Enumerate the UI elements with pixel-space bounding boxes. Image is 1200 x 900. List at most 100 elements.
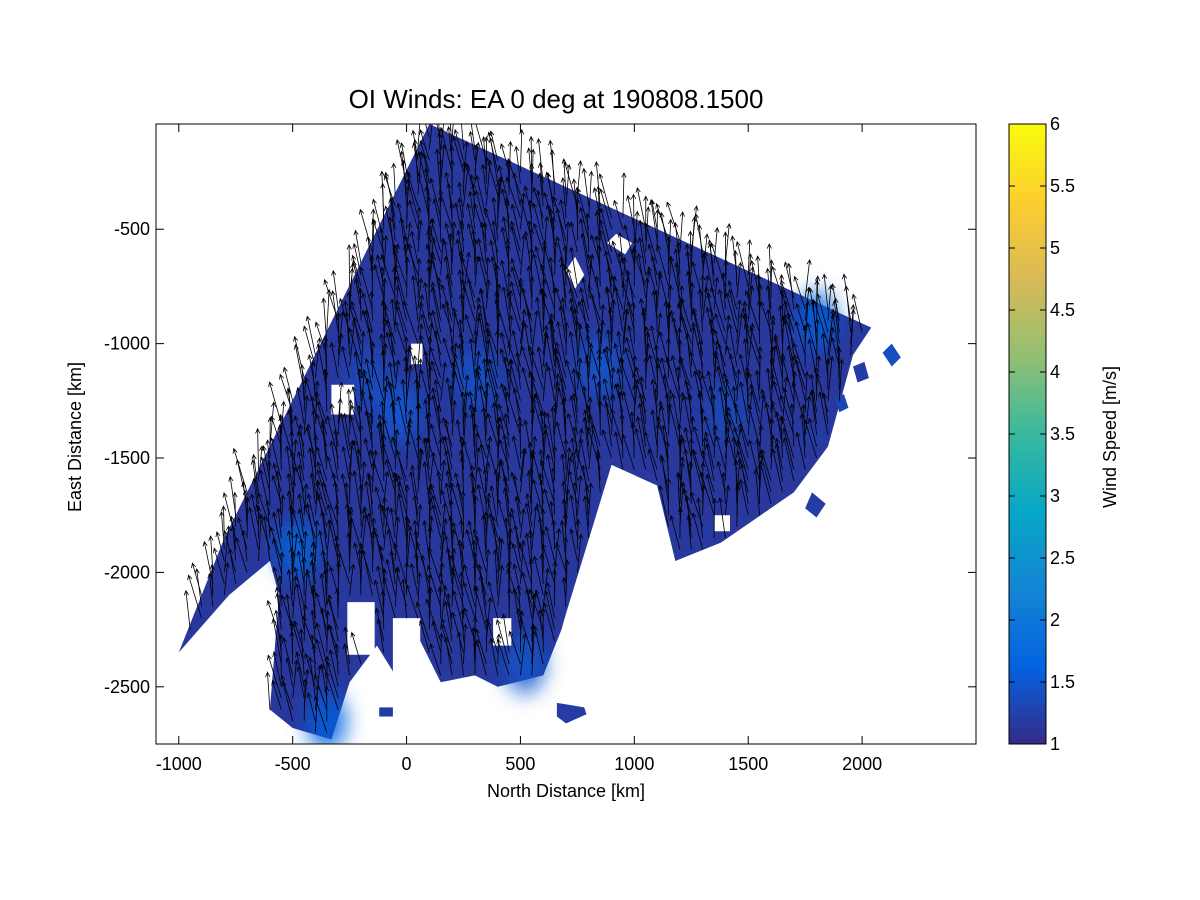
wind-vector: [666, 301, 672, 344]
wind-vector: [523, 230, 533, 276]
wind-vector: [310, 360, 316, 401]
wind-vector: [747, 371, 760, 413]
wind-vector: [582, 495, 590, 539]
wind-vector: [508, 289, 514, 333]
wind-vector: [295, 583, 305, 630]
y-axis-ticks: -2500 -2000 -1500 -1000 -500: [104, 219, 976, 697]
wind-vector: [563, 438, 569, 470]
wind-vector: [551, 519, 557, 550]
wind-vector: [548, 318, 555, 356]
wind-vector: [597, 400, 603, 436]
wind-vector: [417, 323, 424, 367]
colorbar-tick-label: 3: [1050, 486, 1060, 506]
wind-vector: [520, 308, 527, 344]
wind-vector: [376, 422, 385, 470]
wind-vector: [310, 587, 316, 630]
wind-vector: [303, 503, 316, 539]
wind-vector: [286, 568, 294, 607]
x-tick-label: -500: [275, 754, 311, 774]
wind-vector: [500, 259, 510, 298]
wind-vector: [429, 346, 442, 379]
wind-vector: [481, 406, 487, 447]
wind-vector: [315, 480, 328, 516]
wind-vector: [520, 539, 526, 584]
wind-vector: [553, 347, 559, 390]
wind-vector: [339, 412, 350, 459]
wind-vector: [747, 253, 753, 298]
wind-vector: [383, 205, 396, 253]
wind-vector: [394, 359, 401, 390]
wind-vector: [769, 346, 776, 378]
wind-vector: [508, 359, 521, 401]
wind-vector: [595, 453, 601, 493]
wind-vector: [753, 468, 760, 516]
wind-vector: [297, 507, 305, 539]
wind-vector: [272, 651, 282, 687]
wind-vector: [691, 512, 704, 550]
wind-vector: [444, 419, 453, 459]
wind-vector: [497, 538, 505, 584]
wind-vector: [643, 431, 658, 470]
wind-vector: [348, 327, 362, 367]
wind-vector: [610, 366, 616, 401]
wind-vector: [306, 493, 316, 527]
wind-vector: [808, 287, 817, 333]
wind-vector: [710, 242, 726, 287]
wind-vector: [364, 480, 373, 527]
wind-vector: [474, 446, 481, 493]
wind-vector: [523, 322, 533, 367]
wind-vector: [619, 357, 635, 401]
wind-vector: [491, 196, 499, 241]
wind-vector: [621, 172, 627, 218]
wind-vector: [632, 383, 638, 424]
wind-vector: [506, 271, 512, 310]
wind-vector: [329, 440, 339, 481]
wind-vector: [213, 547, 225, 585]
wind-vector: [502, 433, 510, 481]
wind-vector: [393, 542, 407, 585]
wind-vector: [736, 299, 742, 344]
wind-vector: [794, 358, 806, 401]
wind-vector: [644, 277, 650, 321]
wind-vector: [577, 533, 584, 573]
coverage-island: [800, 428, 824, 445]
wind-vector: [394, 472, 407, 516]
y-tick-label: -1500: [104, 448, 150, 468]
wind-vector: [599, 319, 606, 356]
wind-vector: [329, 402, 339, 447]
wind-vector: [304, 376, 316, 413]
wind-vector: [565, 488, 571, 527]
wind-vector: [278, 633, 284, 676]
wind-vector: [765, 367, 772, 401]
wind-vector: [727, 323, 738, 367]
wind-vector: [545, 582, 555, 619]
wind-vector: [576, 187, 590, 230]
data-gap: [392, 618, 421, 699]
wind-vector: [477, 303, 487, 344]
wind-vector: [383, 506, 391, 550]
wind-vector: [493, 261, 499, 310]
wind-vector: [257, 492, 271, 527]
wind-vector: [670, 392, 681, 436]
wind-vector: [351, 254, 362, 287]
wind-vector: [349, 415, 362, 459]
wind-vector: [419, 619, 430, 653]
wind-vector: [459, 456, 465, 493]
wind-vector: [594, 210, 601, 253]
wind-vector: [526, 470, 533, 516]
wind-vector: [713, 226, 720, 264]
wind-vector: [381, 277, 388, 321]
wind-vector: [447, 232, 453, 276]
wind-vector: [555, 207, 567, 253]
wind-vector: [486, 332, 499, 378]
wind-vector: [542, 410, 548, 459]
wind-vector: [578, 437, 590, 481]
wind-vector: [569, 221, 578, 253]
y-tick-label: -1000: [104, 334, 150, 354]
wind-vector: [344, 502, 350, 539]
wind-vector: [380, 589, 386, 630]
wind-vector: [560, 297, 567, 333]
wind-vector: [744, 290, 760, 333]
wind-vector: [391, 266, 397, 310]
wind-vector: [717, 496, 726, 539]
